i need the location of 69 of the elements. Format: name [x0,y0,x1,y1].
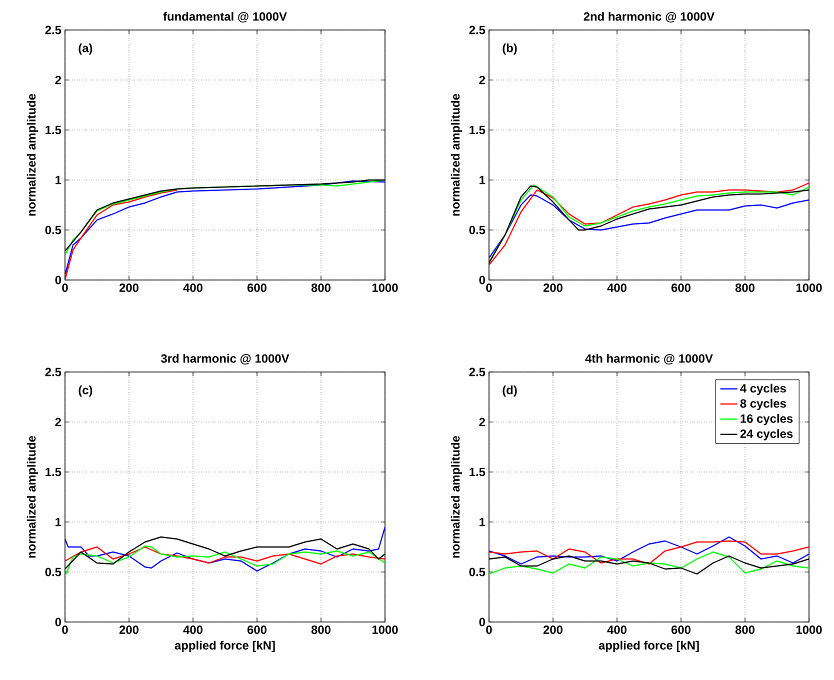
y-tick-label: 2.5 [469,368,486,376]
y-tick-label: 0 [479,276,485,284]
x-tick-label: 400 [183,626,202,634]
x-axis-title: applied force [kN] [598,640,699,652]
y-axis-title: normalized amplitude [26,436,38,558]
x-tick-label: 400 [607,284,626,292]
y-tick-label: 0.5 [469,568,486,576]
x-tick-label: 0 [486,284,492,292]
x-tick-label: 800 [735,626,754,634]
y-tick-label: 1.5 [470,126,486,134]
y-axis-title: normalized amplitude [26,94,38,216]
x-tick-label: 0 [486,626,492,634]
x-tick-label: 600 [247,284,266,292]
legend-label: 4 cycles [740,384,786,395]
x-tick-label: 0 [62,284,68,292]
y-tick-label: 2.5 [469,26,486,34]
y-tick-label: 1.5 [46,468,62,476]
x-tick-label: 400 [607,626,626,634]
y-tick-label: 1 [480,176,486,184]
y-tick-label: 2.5 [45,26,62,34]
x-tick-label: 800 [735,284,754,292]
y-axis-title: normalized amplitude [450,94,462,216]
legend-label: 8 cycles [740,398,786,410]
annotation: (c) [78,386,92,397]
y-axis-title: normalized amplitude [450,436,462,558]
y-tick-label: 0 [55,276,61,284]
chart-title: 4th harmonic @ 1000V [585,354,713,364]
chart-title: fundamental @ 1000V [163,12,287,22]
x-tick-label: 1000 [796,284,822,292]
chart-title: 2nd harmonic @ 1000V [584,12,715,22]
y-tick-label: 0.5 [469,226,486,234]
y-tick-label: 1 [56,518,62,526]
x-tick-label: 200 [543,284,562,292]
y-tick-label: 2 [479,76,486,84]
y-tick-label: 1 [56,176,62,184]
y-tick-label: 1.5 [470,468,486,476]
y-tick-label: 0 [55,618,61,626]
y-tick-label: 0 [479,618,485,626]
x-tick-label: 800 [311,626,330,634]
line-series [65,189,178,280]
x-tick-label: 0 [62,626,68,634]
x-tick-label: 600 [247,626,266,634]
legend-label: 16 cycles [740,414,793,426]
annotation: (a) [78,44,92,55]
annotation: (d) [502,386,517,397]
x-axis-title: applied force [kN] [174,640,275,652]
line-series [489,551,810,575]
y-tick-label: 0.5 [45,226,62,234]
x-tick-label: 800 [311,284,330,292]
y-tick-label: 2 [479,418,486,426]
x-tick-label: 1000 [372,626,398,634]
x-tick-label: 1000 [796,626,822,634]
x-tick-label: 1000 [372,284,398,292]
y-tick-label: 1.5 [46,126,62,134]
x-tick-label: 400 [183,284,202,292]
legend-label: 24 cycles [740,429,793,440]
line-series [65,526,386,572]
chart-title: 3rd harmonic @ 1000V [160,354,290,364]
x-tick-label: 200 [119,284,138,292]
y-tick-label: 2 [55,418,62,426]
y-tick-label: 2.5 [45,368,62,376]
x-tick-label: 200 [119,626,138,634]
y-tick-label: 0.5 [45,568,62,576]
y-tick-label: 1 [480,518,486,526]
x-tick-label: 600 [671,626,690,634]
y-tick-label: 2 [55,76,62,84]
x-tick-label: 600 [671,284,690,292]
annotation: (b) [502,44,517,55]
x-tick-label: 200 [543,626,562,634]
